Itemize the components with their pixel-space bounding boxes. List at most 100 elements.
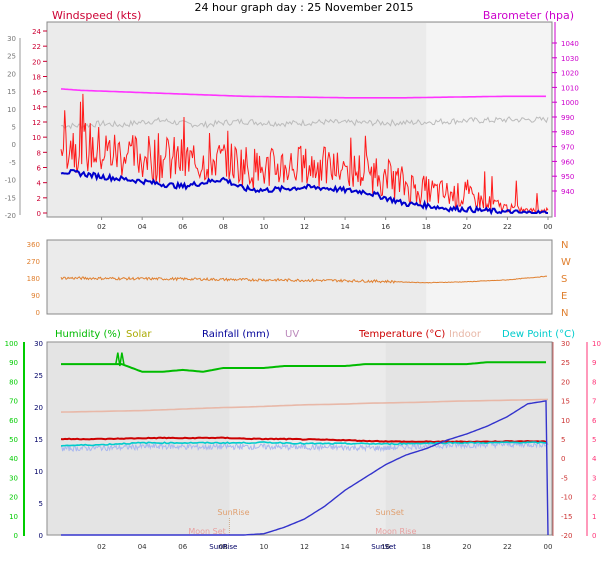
annotation-label: SunSet bbox=[376, 508, 404, 517]
sun-marker-label: SunSet bbox=[371, 543, 396, 551]
x-tick-label: 04 bbox=[138, 223, 147, 231]
legend-dewpoint: Dew Point (°C) bbox=[502, 329, 575, 340]
rain-y-tick-label: 25 bbox=[34, 372, 43, 380]
direction-series bbox=[60, 275, 548, 284]
humidity-y-tick-label: 20 bbox=[9, 494, 18, 502]
wind-gust-series bbox=[60, 93, 549, 215]
humidity-y-tick-label: 30 bbox=[9, 474, 18, 482]
rainfall-series bbox=[61, 400, 549, 536]
x-tick-label: 14 bbox=[341, 223, 350, 231]
baro-y-tick-label: 970 bbox=[561, 144, 574, 152]
uv-y-tick-label: 6 bbox=[592, 417, 597, 425]
baro-y-tick-label: 1030 bbox=[561, 55, 579, 63]
uv-y-tick-label: 0 bbox=[592, 532, 596, 540]
temp-y-tick-label: 25 bbox=[561, 359, 570, 367]
rain-y-tick-label: 15 bbox=[34, 436, 43, 444]
sun-marker-label: SunRise bbox=[209, 543, 237, 551]
wind-y-tick-label: 8 bbox=[37, 149, 41, 157]
x-tick-label: 12 bbox=[300, 543, 309, 551]
annotation-label: Moon Rise bbox=[375, 527, 416, 536]
x-tick-label: 18 bbox=[422, 543, 431, 551]
temp-y-tick-label: -20 bbox=[561, 532, 572, 540]
humidity-spike bbox=[115, 352, 125, 367]
baro-y-tick-label: 940 bbox=[561, 188, 574, 196]
x-tick-label: 22 bbox=[503, 543, 512, 551]
x-tick-label: 00 bbox=[544, 543, 553, 551]
wind-y-tick-label: 14 bbox=[32, 104, 41, 112]
wind-y-tick-label: 24 bbox=[32, 28, 41, 36]
outer-y-tick-label: 25 bbox=[7, 53, 16, 61]
temp-y-tick-label: 15 bbox=[561, 398, 570, 406]
humidity-y-tick-label: 70 bbox=[9, 398, 18, 406]
x-tick-label: 12 bbox=[300, 223, 309, 231]
humidity-y-tick-label: 40 bbox=[9, 455, 18, 463]
humidity-series bbox=[61, 361, 546, 373]
barometer-series bbox=[60, 88, 546, 99]
baro-y-tick-label: 950 bbox=[561, 173, 574, 181]
wind-axis-title: Windspeed (kts) bbox=[52, 9, 141, 22]
temp-y-tick-label: -10 bbox=[561, 494, 572, 502]
x-tick-label: 02 bbox=[97, 223, 106, 231]
annotation-label: SunRise bbox=[217, 508, 249, 517]
baro-y-tick-label: 980 bbox=[561, 129, 574, 137]
baro-y-tick-label: 990 bbox=[561, 114, 574, 122]
direction-y-tick-label: 360 bbox=[27, 241, 40, 249]
direction-compass-label: E bbox=[561, 291, 567, 302]
temp-y-tick-label: 30 bbox=[561, 340, 570, 348]
rain-y-tick-label: 5 bbox=[39, 500, 43, 508]
wind-y-tick-label: 6 bbox=[37, 165, 42, 173]
direction-compass-label: N bbox=[561, 240, 568, 251]
baro-y-tick-label: 1020 bbox=[561, 70, 579, 78]
wind-y-tick-label: 18 bbox=[32, 74, 41, 82]
baro-y-tick-label: 1010 bbox=[561, 84, 579, 92]
direction-y-tick-label: 0 bbox=[36, 309, 40, 317]
temp-y-tick-label: 10 bbox=[561, 417, 570, 425]
uv-y-tick-label: 7 bbox=[592, 398, 596, 406]
x-tick-label: 10 bbox=[259, 543, 268, 551]
post-sunset-shade bbox=[385, 343, 551, 534]
dewpoint-band-series bbox=[60, 439, 549, 453]
indoor-series bbox=[60, 398, 549, 413]
uv-y-tick-label: 9 bbox=[592, 359, 596, 367]
wind-y-tick-label: 12 bbox=[32, 119, 41, 127]
x-tick-label: 00 bbox=[544, 223, 553, 231]
direction-night-shade bbox=[426, 241, 551, 313]
x-tick-label: 08 bbox=[219, 223, 228, 231]
uv-y-tick-label: 5 bbox=[592, 436, 596, 444]
rain-y-tick-label: 10 bbox=[34, 468, 43, 476]
uv-y-tick-label: 4 bbox=[592, 455, 597, 463]
uv-y-tick-label: 3 bbox=[592, 474, 596, 482]
x-tick-label: 22 bbox=[503, 223, 512, 231]
rain-y-tick-label: 30 bbox=[34, 340, 43, 348]
x-tick-label: 18 bbox=[422, 223, 431, 231]
x-tick-label: 06 bbox=[178, 543, 187, 551]
legend-uv: UV bbox=[285, 329, 299, 340]
x-tick-label: 10 bbox=[259, 223, 268, 231]
humidity-y-tick-label: 10 bbox=[9, 513, 18, 521]
outer-y-tick-label: 15 bbox=[7, 88, 16, 96]
humidity-y-tick-label: 100 bbox=[5, 340, 18, 348]
rain-y-tick-label: 0 bbox=[39, 532, 43, 540]
x-tick-label: 06 bbox=[178, 223, 187, 231]
outer-y-tick-label: -5 bbox=[9, 159, 16, 167]
outer-y-tick-label: -20 bbox=[5, 212, 16, 220]
wind-y-tick-label: 10 bbox=[32, 134, 41, 142]
outer-y-tick-label: -15 bbox=[5, 194, 16, 202]
outer-y-tick-label: 10 bbox=[7, 106, 16, 114]
temperature-series bbox=[60, 436, 547, 444]
direction-compass-label: S bbox=[561, 274, 567, 285]
humidity-y-tick-label: 80 bbox=[9, 378, 18, 386]
x-tick-label: 20 bbox=[462, 543, 471, 551]
x-tick-label: 14 bbox=[341, 543, 350, 551]
temp-y-tick-label: -5 bbox=[561, 474, 568, 482]
legend-rainfall: Rainfall (mm) bbox=[202, 329, 270, 340]
x-tick-label: 16 bbox=[381, 223, 390, 231]
temp-y-tick-label: -15 bbox=[561, 513, 572, 521]
direction-y-tick-label: 90 bbox=[31, 292, 40, 300]
legend-indoor: Indoor bbox=[449, 329, 482, 340]
wind-mean-series bbox=[60, 169, 548, 216]
wind-y-tick-label: 22 bbox=[32, 43, 41, 51]
